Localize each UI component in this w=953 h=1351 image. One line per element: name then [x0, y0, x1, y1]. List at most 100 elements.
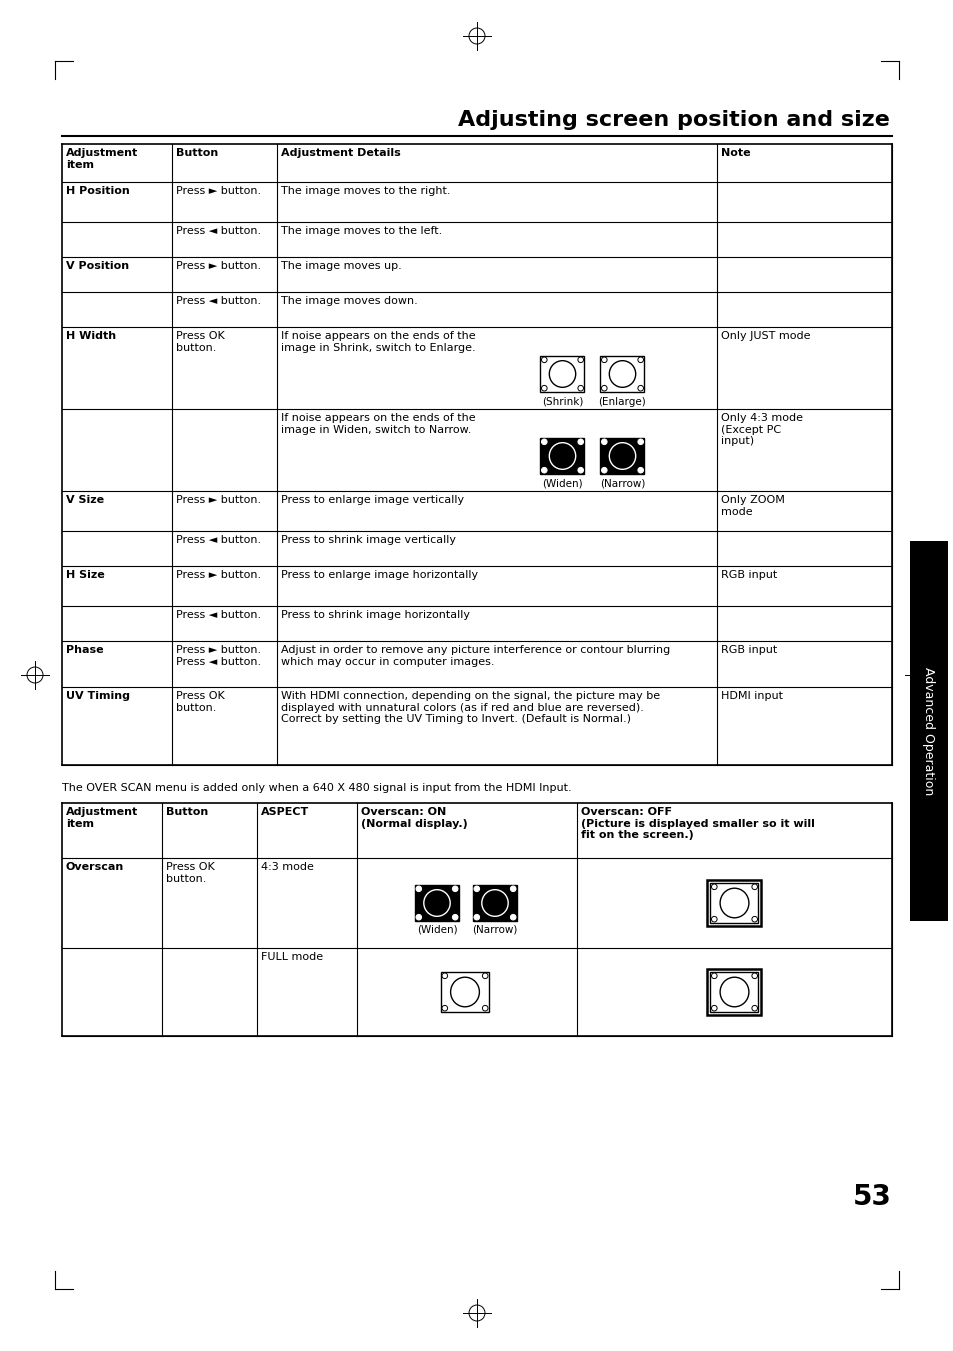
Circle shape: [416, 915, 421, 920]
Text: Button: Button: [166, 807, 208, 817]
Circle shape: [638, 385, 643, 390]
Text: Press ◄ button.: Press ◄ button.: [175, 611, 261, 620]
Circle shape: [452, 915, 457, 920]
Bar: [473, 885, 517, 921]
Text: (Narrow): (Narrow): [472, 925, 517, 935]
Circle shape: [601, 357, 606, 362]
Circle shape: [441, 1005, 447, 1011]
Text: (Widen): (Widen): [541, 480, 582, 489]
Text: H Size: H Size: [66, 570, 105, 580]
Text: ASPECT: ASPECT: [261, 807, 309, 817]
Circle shape: [711, 973, 717, 978]
Text: Press ► button.: Press ► button.: [175, 261, 261, 272]
Text: The OVER SCAN menu is added only when a 640 X 480 signal is input from the HDMI : The OVER SCAN menu is added only when a …: [62, 784, 571, 793]
Text: Press ► button.
Press ◄ button.: Press ► button. Press ◄ button.: [175, 644, 261, 666]
Text: (Shrink): (Shrink): [541, 397, 582, 407]
Text: Adjusting screen position and size: Adjusting screen position and size: [457, 109, 889, 130]
Text: 4:3 mode: 4:3 mode: [261, 862, 314, 871]
Circle shape: [441, 973, 447, 978]
Circle shape: [510, 915, 516, 920]
Text: V Position: V Position: [66, 261, 129, 272]
Text: H Width: H Width: [66, 331, 116, 340]
Text: Press ◄ button.: Press ◄ button.: [175, 535, 261, 544]
Circle shape: [452, 886, 457, 892]
Text: H Position: H Position: [66, 186, 130, 196]
Bar: [415, 885, 458, 921]
Text: Press ► button.: Press ► button.: [175, 186, 261, 196]
Circle shape: [711, 884, 717, 889]
Text: V Size: V Size: [66, 494, 104, 505]
Bar: [707, 880, 760, 925]
Text: (Widen): (Widen): [416, 925, 456, 935]
Text: If noise appears on the ends of the
image in Widen, switch to Narrow.: If noise appears on the ends of the imag…: [281, 413, 476, 435]
Text: Overscan: Overscan: [66, 862, 124, 871]
Circle shape: [578, 467, 583, 473]
Text: Advanced Operation: Advanced Operation: [922, 667, 935, 796]
Circle shape: [751, 884, 757, 889]
Bar: [599, 438, 644, 474]
Text: 53: 53: [852, 1183, 891, 1210]
Circle shape: [638, 357, 643, 362]
Circle shape: [541, 439, 546, 444]
Text: Press ◄ button.: Press ◄ button.: [175, 226, 261, 236]
Bar: [440, 971, 489, 1012]
Text: RGB input: RGB input: [720, 570, 777, 580]
Text: With HDMI connection, depending on the signal, the picture may be
displayed with: With HDMI connection, depending on the s…: [281, 690, 659, 724]
Bar: [909, 540, 947, 921]
Text: Adjustment
item: Adjustment item: [66, 807, 138, 828]
Circle shape: [751, 1005, 757, 1011]
Text: Note: Note: [720, 149, 750, 158]
Circle shape: [541, 385, 546, 390]
Circle shape: [482, 1005, 488, 1011]
Circle shape: [474, 915, 479, 920]
Circle shape: [474, 886, 479, 892]
Text: Press to enlarge image horizontally: Press to enlarge image horizontally: [281, 570, 477, 580]
Text: Press ► button.: Press ► button.: [175, 570, 261, 580]
Text: The image moves up.: The image moves up.: [281, 261, 401, 272]
Circle shape: [578, 439, 583, 444]
Bar: [599, 357, 644, 392]
Circle shape: [541, 467, 546, 473]
Text: Button: Button: [175, 149, 218, 158]
Circle shape: [541, 357, 546, 362]
Bar: [710, 884, 758, 923]
Circle shape: [638, 467, 643, 473]
Circle shape: [638, 439, 643, 444]
Text: Press OK
button.: Press OK button.: [175, 331, 225, 353]
Circle shape: [578, 385, 583, 390]
Text: Press OK
button.: Press OK button.: [175, 690, 225, 712]
Text: The image moves to the right.: The image moves to the right.: [281, 186, 450, 196]
Text: Press OK
button.: Press OK button.: [166, 862, 214, 884]
Text: Adjustment Details: Adjustment Details: [281, 149, 400, 158]
Circle shape: [601, 385, 606, 390]
Circle shape: [711, 916, 717, 921]
Circle shape: [482, 973, 488, 978]
Text: Press ◄ button.: Press ◄ button.: [175, 296, 261, 305]
Circle shape: [751, 973, 757, 978]
Text: Adjustment
item: Adjustment item: [66, 149, 138, 170]
Bar: [540, 438, 584, 474]
Text: Overscan: OFF
(Picture is displayed smaller so it will
fit on the screen.): Overscan: OFF (Picture is displayed smal…: [580, 807, 814, 840]
Text: Press to enlarge image vertically: Press to enlarge image vertically: [281, 494, 464, 505]
Bar: [540, 357, 584, 392]
Bar: [707, 969, 760, 1015]
Text: The image moves down.: The image moves down.: [281, 296, 417, 305]
Text: HDMI input: HDMI input: [720, 690, 782, 701]
Text: UV Timing: UV Timing: [66, 690, 130, 701]
Circle shape: [601, 467, 606, 473]
Circle shape: [601, 439, 606, 444]
Circle shape: [578, 357, 583, 362]
Text: Press ► button.: Press ► button.: [175, 494, 261, 505]
Text: If noise appears on the ends of the
image in Shrink, switch to Enlarge.: If noise appears on the ends of the imag…: [281, 331, 476, 353]
Text: Press to shrink image horizontally: Press to shrink image horizontally: [281, 611, 470, 620]
Text: Only 4:3 mode
(Except PC
input): Only 4:3 mode (Except PC input): [720, 413, 802, 446]
Bar: [710, 971, 758, 1012]
Text: Press to shrink image vertically: Press to shrink image vertically: [281, 535, 456, 544]
Text: The image moves to the left.: The image moves to the left.: [281, 226, 442, 236]
Text: Only JUST mode: Only JUST mode: [720, 331, 810, 340]
Text: Only ZOOM
mode: Only ZOOM mode: [720, 494, 784, 516]
Circle shape: [510, 886, 516, 892]
Text: RGB input: RGB input: [720, 644, 777, 655]
Text: Overscan: ON
(Normal display.): Overscan: ON (Normal display.): [360, 807, 467, 828]
Circle shape: [751, 916, 757, 921]
